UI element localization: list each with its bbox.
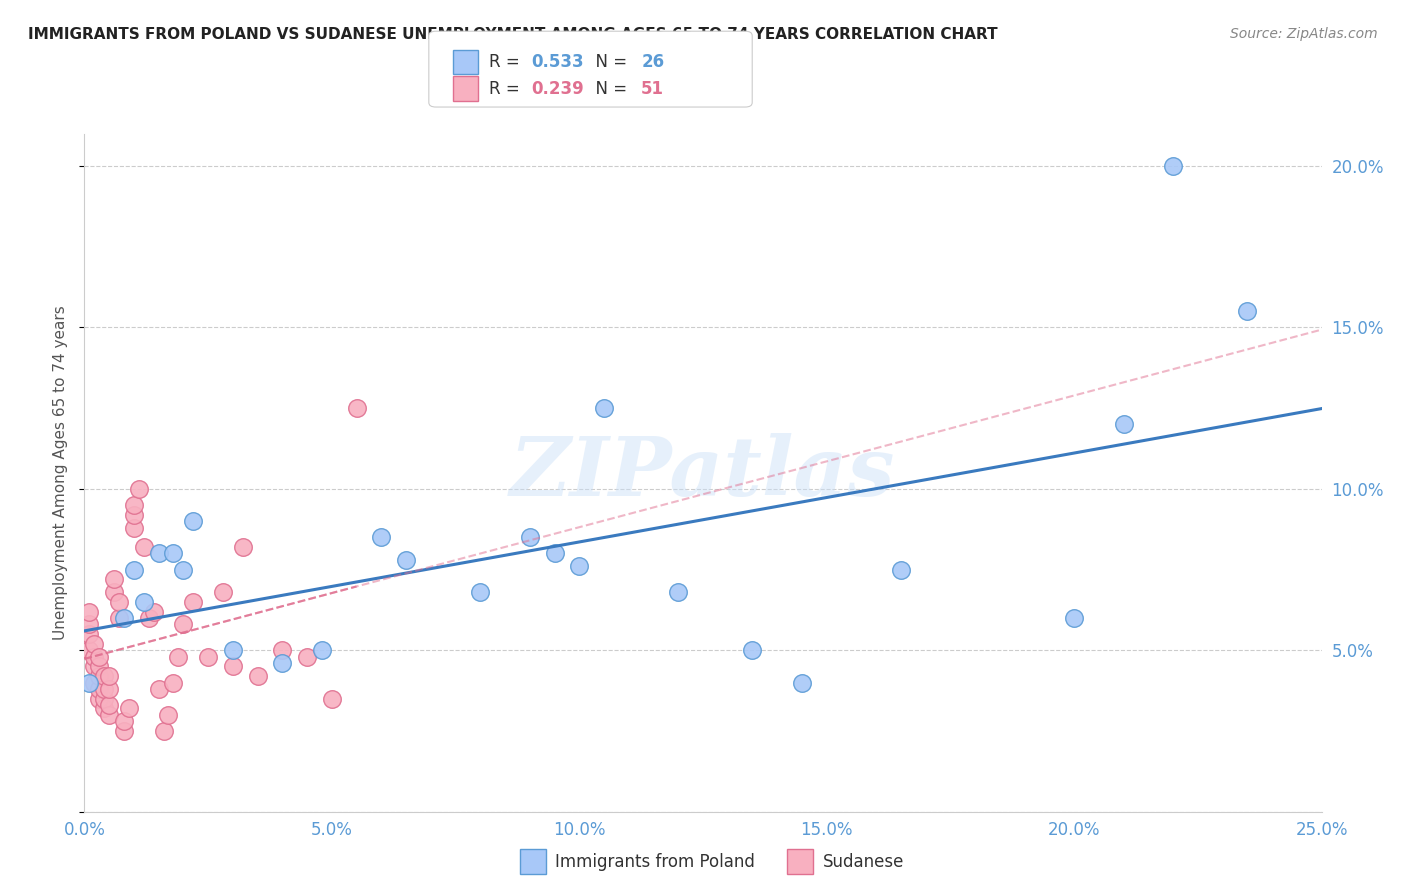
Point bbox=[346, 401, 368, 416]
Point bbox=[1063, 611, 1085, 625]
Point bbox=[98, 669, 121, 683]
Point bbox=[83, 637, 105, 651]
Text: R =: R = bbox=[489, 53, 526, 71]
Point bbox=[93, 701, 115, 715]
Point bbox=[197, 649, 219, 664]
Point bbox=[157, 707, 180, 722]
Point bbox=[93, 669, 115, 683]
Point bbox=[666, 585, 689, 599]
Point bbox=[593, 401, 616, 416]
Text: 26: 26 bbox=[641, 53, 664, 71]
Point bbox=[1161, 159, 1184, 173]
Point bbox=[519, 530, 541, 544]
Point bbox=[321, 691, 343, 706]
Point bbox=[79, 617, 101, 632]
Point bbox=[138, 611, 160, 625]
Point bbox=[89, 681, 111, 696]
Point bbox=[108, 611, 131, 625]
Point bbox=[89, 649, 111, 664]
Point bbox=[271, 657, 294, 671]
Point bbox=[395, 553, 418, 567]
Point bbox=[232, 540, 254, 554]
Point bbox=[167, 649, 190, 664]
Text: 0.533: 0.533 bbox=[531, 53, 583, 71]
Point bbox=[148, 681, 170, 696]
Text: R =: R = bbox=[489, 79, 526, 98]
Text: 51: 51 bbox=[641, 79, 664, 98]
Point bbox=[470, 585, 492, 599]
Point bbox=[568, 559, 591, 574]
Point bbox=[98, 681, 121, 696]
Point bbox=[93, 681, 115, 696]
Point bbox=[79, 627, 101, 641]
Point bbox=[222, 659, 245, 673]
Y-axis label: Unemployment Among Ages 65 to 74 years: Unemployment Among Ages 65 to 74 years bbox=[53, 305, 69, 640]
Point bbox=[741, 643, 763, 657]
Point bbox=[543, 546, 565, 560]
Point bbox=[108, 595, 131, 609]
Point bbox=[295, 649, 318, 664]
Point bbox=[132, 595, 155, 609]
Point bbox=[122, 508, 145, 522]
Point bbox=[89, 669, 111, 683]
Point bbox=[98, 707, 121, 722]
Point bbox=[83, 649, 105, 664]
Text: N =: N = bbox=[585, 79, 633, 98]
Point bbox=[1112, 417, 1135, 432]
Point bbox=[181, 595, 204, 609]
Point bbox=[152, 724, 174, 739]
Point bbox=[790, 675, 813, 690]
Point bbox=[93, 691, 115, 706]
Point bbox=[79, 643, 101, 657]
Text: 0.239: 0.239 bbox=[531, 79, 585, 98]
Text: N =: N = bbox=[585, 53, 633, 71]
Text: Immigrants from Poland: Immigrants from Poland bbox=[555, 853, 755, 871]
Text: IMMIGRANTS FROM POLAND VS SUDANESE UNEMPLOYMENT AMONG AGES 65 TO 74 YEARS CORREL: IMMIGRANTS FROM POLAND VS SUDANESE UNEMP… bbox=[28, 27, 998, 42]
Point bbox=[181, 514, 204, 528]
Point bbox=[271, 643, 294, 657]
Point bbox=[212, 585, 235, 599]
Point bbox=[132, 540, 155, 554]
Point bbox=[112, 724, 135, 739]
Point bbox=[172, 563, 194, 577]
Point bbox=[370, 530, 392, 544]
Point bbox=[162, 546, 184, 560]
Point bbox=[103, 572, 125, 586]
Point bbox=[98, 698, 121, 713]
Text: Source: ZipAtlas.com: Source: ZipAtlas.com bbox=[1230, 27, 1378, 41]
Point bbox=[246, 669, 269, 683]
Point bbox=[148, 546, 170, 560]
Point bbox=[89, 659, 111, 673]
Point bbox=[79, 675, 101, 690]
Point bbox=[112, 611, 135, 625]
Point bbox=[118, 701, 141, 715]
Point bbox=[142, 605, 165, 619]
Point bbox=[162, 675, 184, 690]
Point bbox=[103, 585, 125, 599]
Point bbox=[79, 605, 101, 619]
Point bbox=[222, 643, 245, 657]
Point bbox=[89, 691, 111, 706]
Point bbox=[83, 659, 105, 673]
Text: Sudanese: Sudanese bbox=[823, 853, 904, 871]
Text: ZIPatlas: ZIPatlas bbox=[510, 433, 896, 513]
Point bbox=[172, 617, 194, 632]
Point bbox=[122, 521, 145, 535]
Point bbox=[112, 714, 135, 729]
Point bbox=[122, 563, 145, 577]
Point bbox=[311, 643, 333, 657]
Point bbox=[1236, 304, 1258, 318]
Point bbox=[128, 482, 150, 496]
Point bbox=[83, 675, 105, 690]
Point bbox=[122, 498, 145, 512]
Point bbox=[890, 563, 912, 577]
